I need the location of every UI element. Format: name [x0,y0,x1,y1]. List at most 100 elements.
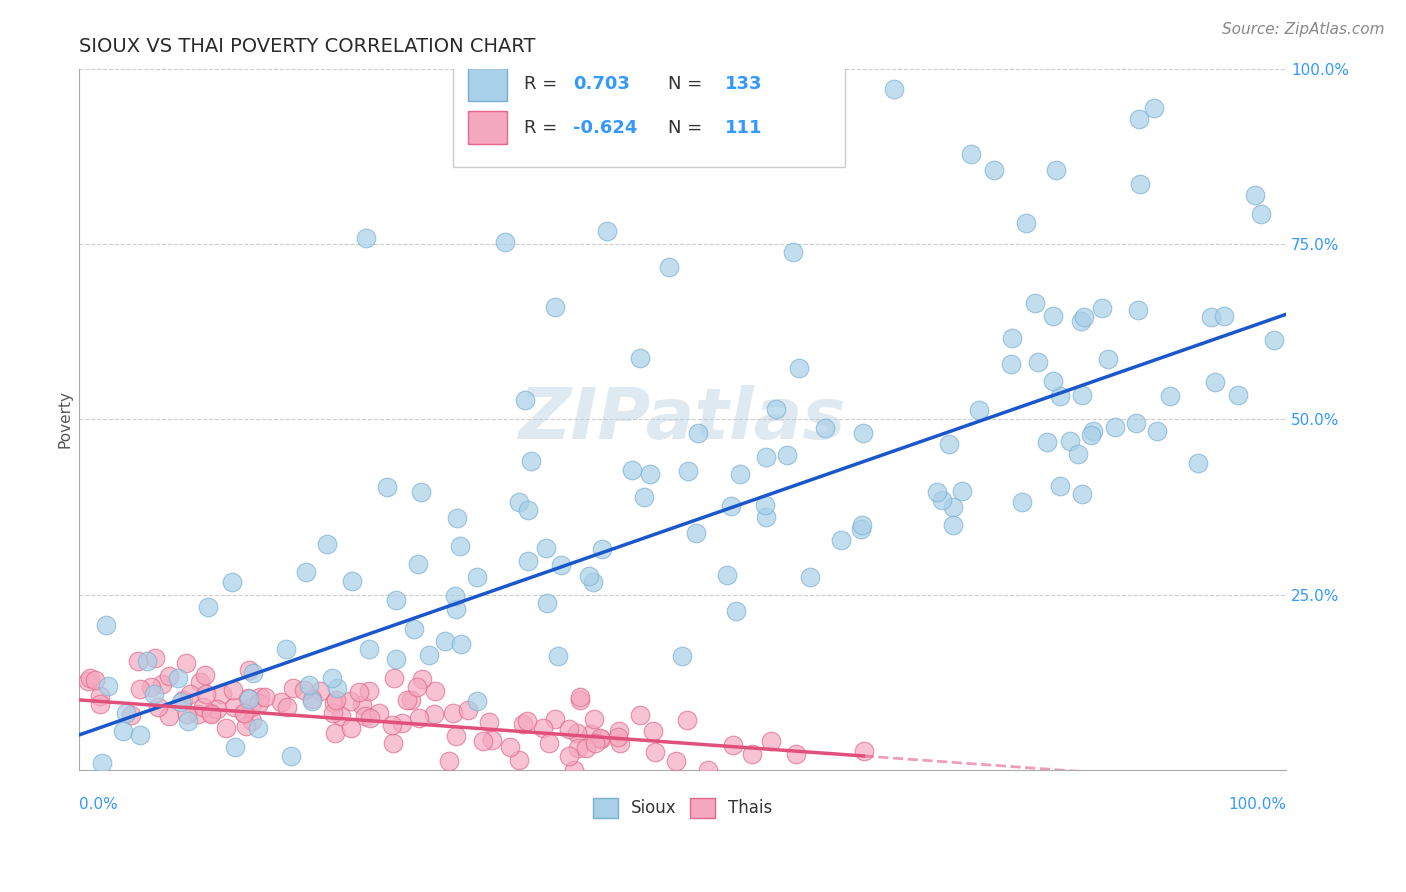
Point [247,696,270,710]
Point [1126,302,1149,317]
Point [1213,310,1236,324]
Point [1073,310,1095,325]
Point [1015,216,1038,230]
Point [325,681,347,695]
Point [1080,427,1102,442]
Legend: Sioux, Thais: Sioux, Thais [586,791,779,825]
Point [405,680,427,694]
Point [513,392,536,407]
Point [385,652,408,666]
Point [322,696,344,710]
Point [595,224,617,238]
Point [450,637,472,651]
Point [641,723,664,738]
Point [1128,112,1150,127]
Point [150,677,173,691]
Point [465,694,488,708]
Point [232,706,254,720]
FancyBboxPatch shape [468,68,508,101]
Point [578,568,600,582]
Point [1143,101,1166,115]
Point [1070,314,1092,328]
Point [759,733,782,747]
Point [309,684,332,698]
Point [408,558,430,572]
Text: -0.624: -0.624 [574,119,638,136]
Point [349,685,371,699]
Point [607,724,630,739]
Point [1187,456,1209,470]
Point [776,449,799,463]
Point [444,589,467,603]
Point [315,537,337,551]
Point [785,104,807,119]
Point [194,668,217,682]
Text: SIOUX VS THAI POVERTY CORRELATION CHART: SIOUX VS THAI POVERTY CORRELATION CHART [79,37,536,56]
Point [325,693,347,707]
Point [423,706,446,721]
Point [1097,351,1119,366]
Point [385,593,408,607]
Point [959,147,981,161]
Point [755,509,778,524]
Point [354,231,377,245]
Point [402,622,425,636]
Point [942,500,965,514]
Point [352,698,374,713]
Point [782,245,804,260]
Point [239,700,262,714]
Point [375,479,398,493]
Point [200,706,222,721]
Text: N =: N = [668,75,703,93]
Text: Source: ZipAtlas.com: Source: ZipAtlas.com [1222,22,1385,37]
Point [298,678,321,692]
Point [478,714,501,729]
Point [238,692,260,706]
Point [114,706,136,720]
Point [1001,331,1024,345]
Text: 100.0%: 100.0% [1227,797,1286,812]
Point [170,695,193,709]
Point [851,518,873,533]
Point [224,739,246,754]
Point [146,700,169,714]
Point [1159,389,1181,403]
Point [967,403,990,417]
Point [280,748,302,763]
Point [232,706,254,721]
Point [172,692,194,706]
Point [609,735,631,749]
Point [357,641,380,656]
Point [191,700,214,714]
Point [270,695,292,709]
Point [567,726,589,740]
Point [685,525,707,540]
Point [583,712,606,726]
Point [591,541,613,556]
Point [538,735,561,749]
Point [142,687,165,701]
Point [411,672,433,686]
Point [301,694,323,708]
Point [353,708,375,723]
Point [849,522,872,536]
Point [205,701,228,715]
Point [1104,420,1126,434]
Point [240,714,263,729]
Point [516,503,538,517]
Point [755,450,778,464]
Point [127,654,149,668]
Point [441,706,464,720]
Point [931,492,953,507]
Point [368,706,391,721]
Text: R =: R = [524,75,557,93]
Point [322,706,344,720]
Point [249,690,271,704]
Point [730,467,752,482]
Point [200,706,222,721]
Point [621,463,644,477]
Point [188,674,211,689]
Point [446,729,468,743]
Point [1059,434,1081,449]
Point [195,687,218,701]
